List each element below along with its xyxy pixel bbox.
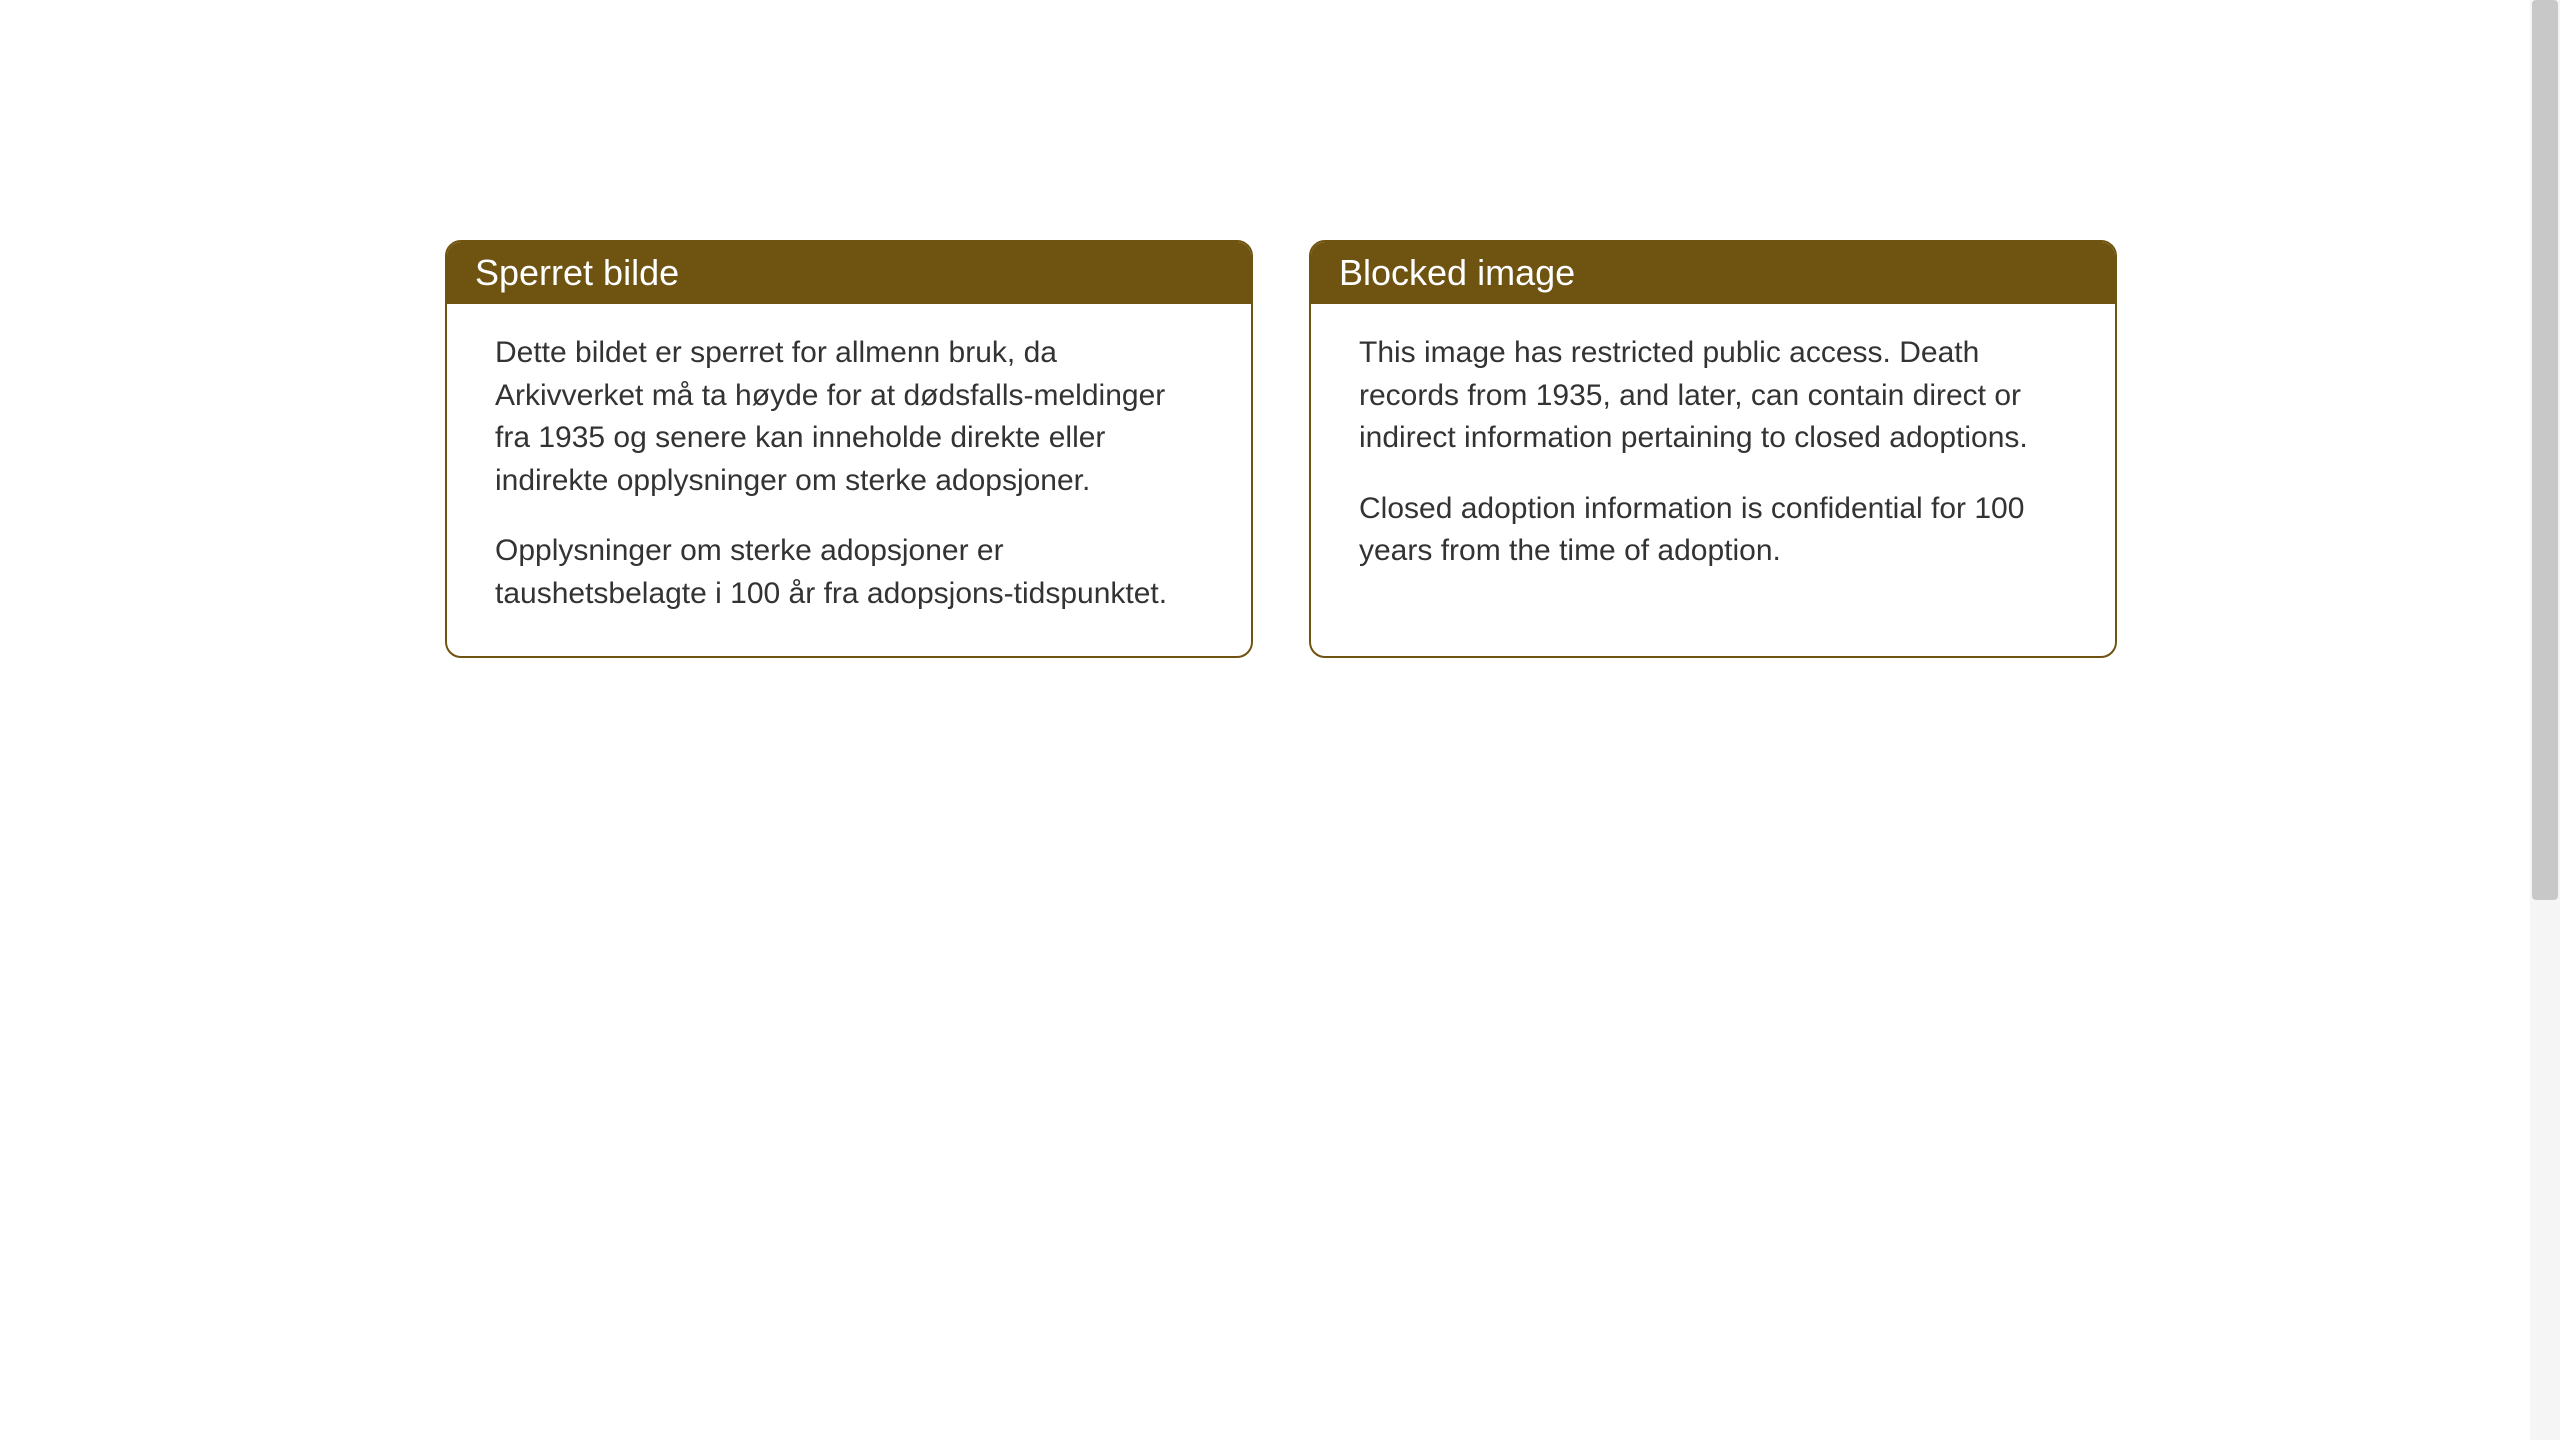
norwegian-card-body: Dette bildet er sperret for allmenn bruk…	[447, 304, 1251, 656]
english-card-title: Blocked image	[1311, 242, 2115, 304]
norwegian-paragraph-2: Opplysninger om sterke adopsjoner er tau…	[495, 530, 1203, 615]
english-card: Blocked image This image has restricted …	[1309, 240, 2117, 658]
scrollbar-thumb[interactable]	[2532, 0, 2558, 900]
norwegian-card-title: Sperret bilde	[447, 242, 1251, 304]
norwegian-card: Sperret bilde Dette bildet er sperret fo…	[445, 240, 1253, 658]
english-paragraph-1: This image has restricted public access.…	[1359, 332, 2067, 460]
english-card-body: This image has restricted public access.…	[1311, 304, 2115, 613]
scrollbar-track[interactable]	[2530, 0, 2560, 1440]
english-paragraph-2: Closed adoption information is confident…	[1359, 488, 2067, 573]
cards-container: Sperret bilde Dette bildet er sperret fo…	[445, 240, 2117, 658]
norwegian-paragraph-1: Dette bildet er sperret for allmenn bruk…	[495, 332, 1203, 502]
